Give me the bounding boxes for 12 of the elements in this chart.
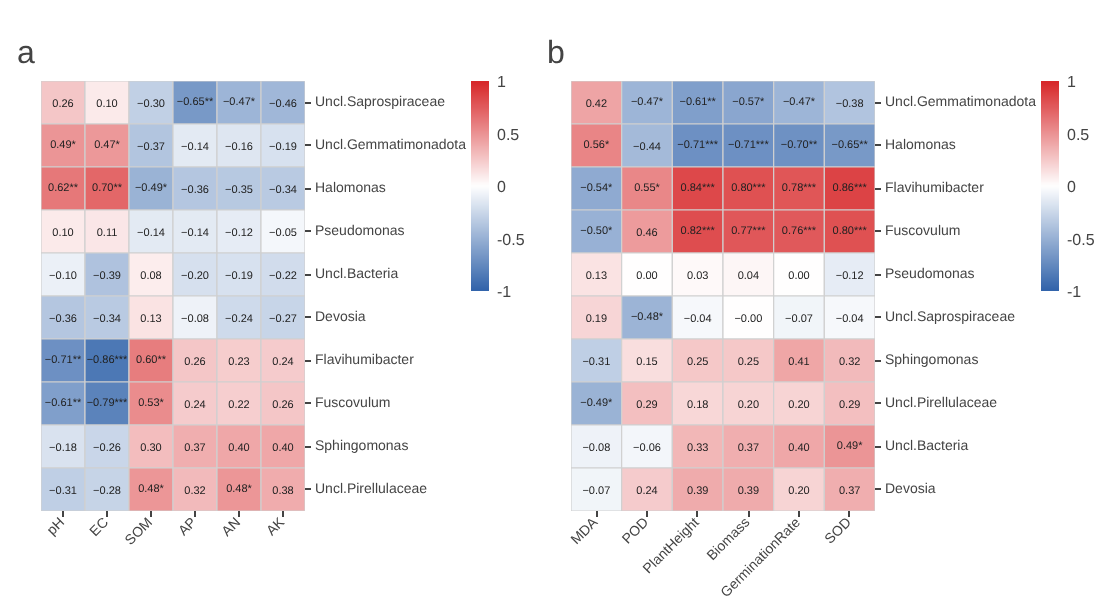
color-bar-label: -1 xyxy=(497,283,513,301)
chart-title: b xyxy=(547,37,565,71)
color-bar-label: 0.5 xyxy=(1067,125,1091,144)
color-bar-label: 1 xyxy=(497,73,507,91)
chart-title: a xyxy=(17,37,35,71)
color-bar-label: -1 xyxy=(1067,283,1083,301)
color-bar-label: 0 xyxy=(497,178,507,196)
color-bar-label: 1 xyxy=(1067,73,1077,91)
color-bar-label: -0.5 xyxy=(497,230,526,249)
color-bar-label: -0.5 xyxy=(1067,230,1096,249)
color-bar-label: 0 xyxy=(1067,178,1077,196)
color-bar-label: 0.5 xyxy=(497,125,521,144)
